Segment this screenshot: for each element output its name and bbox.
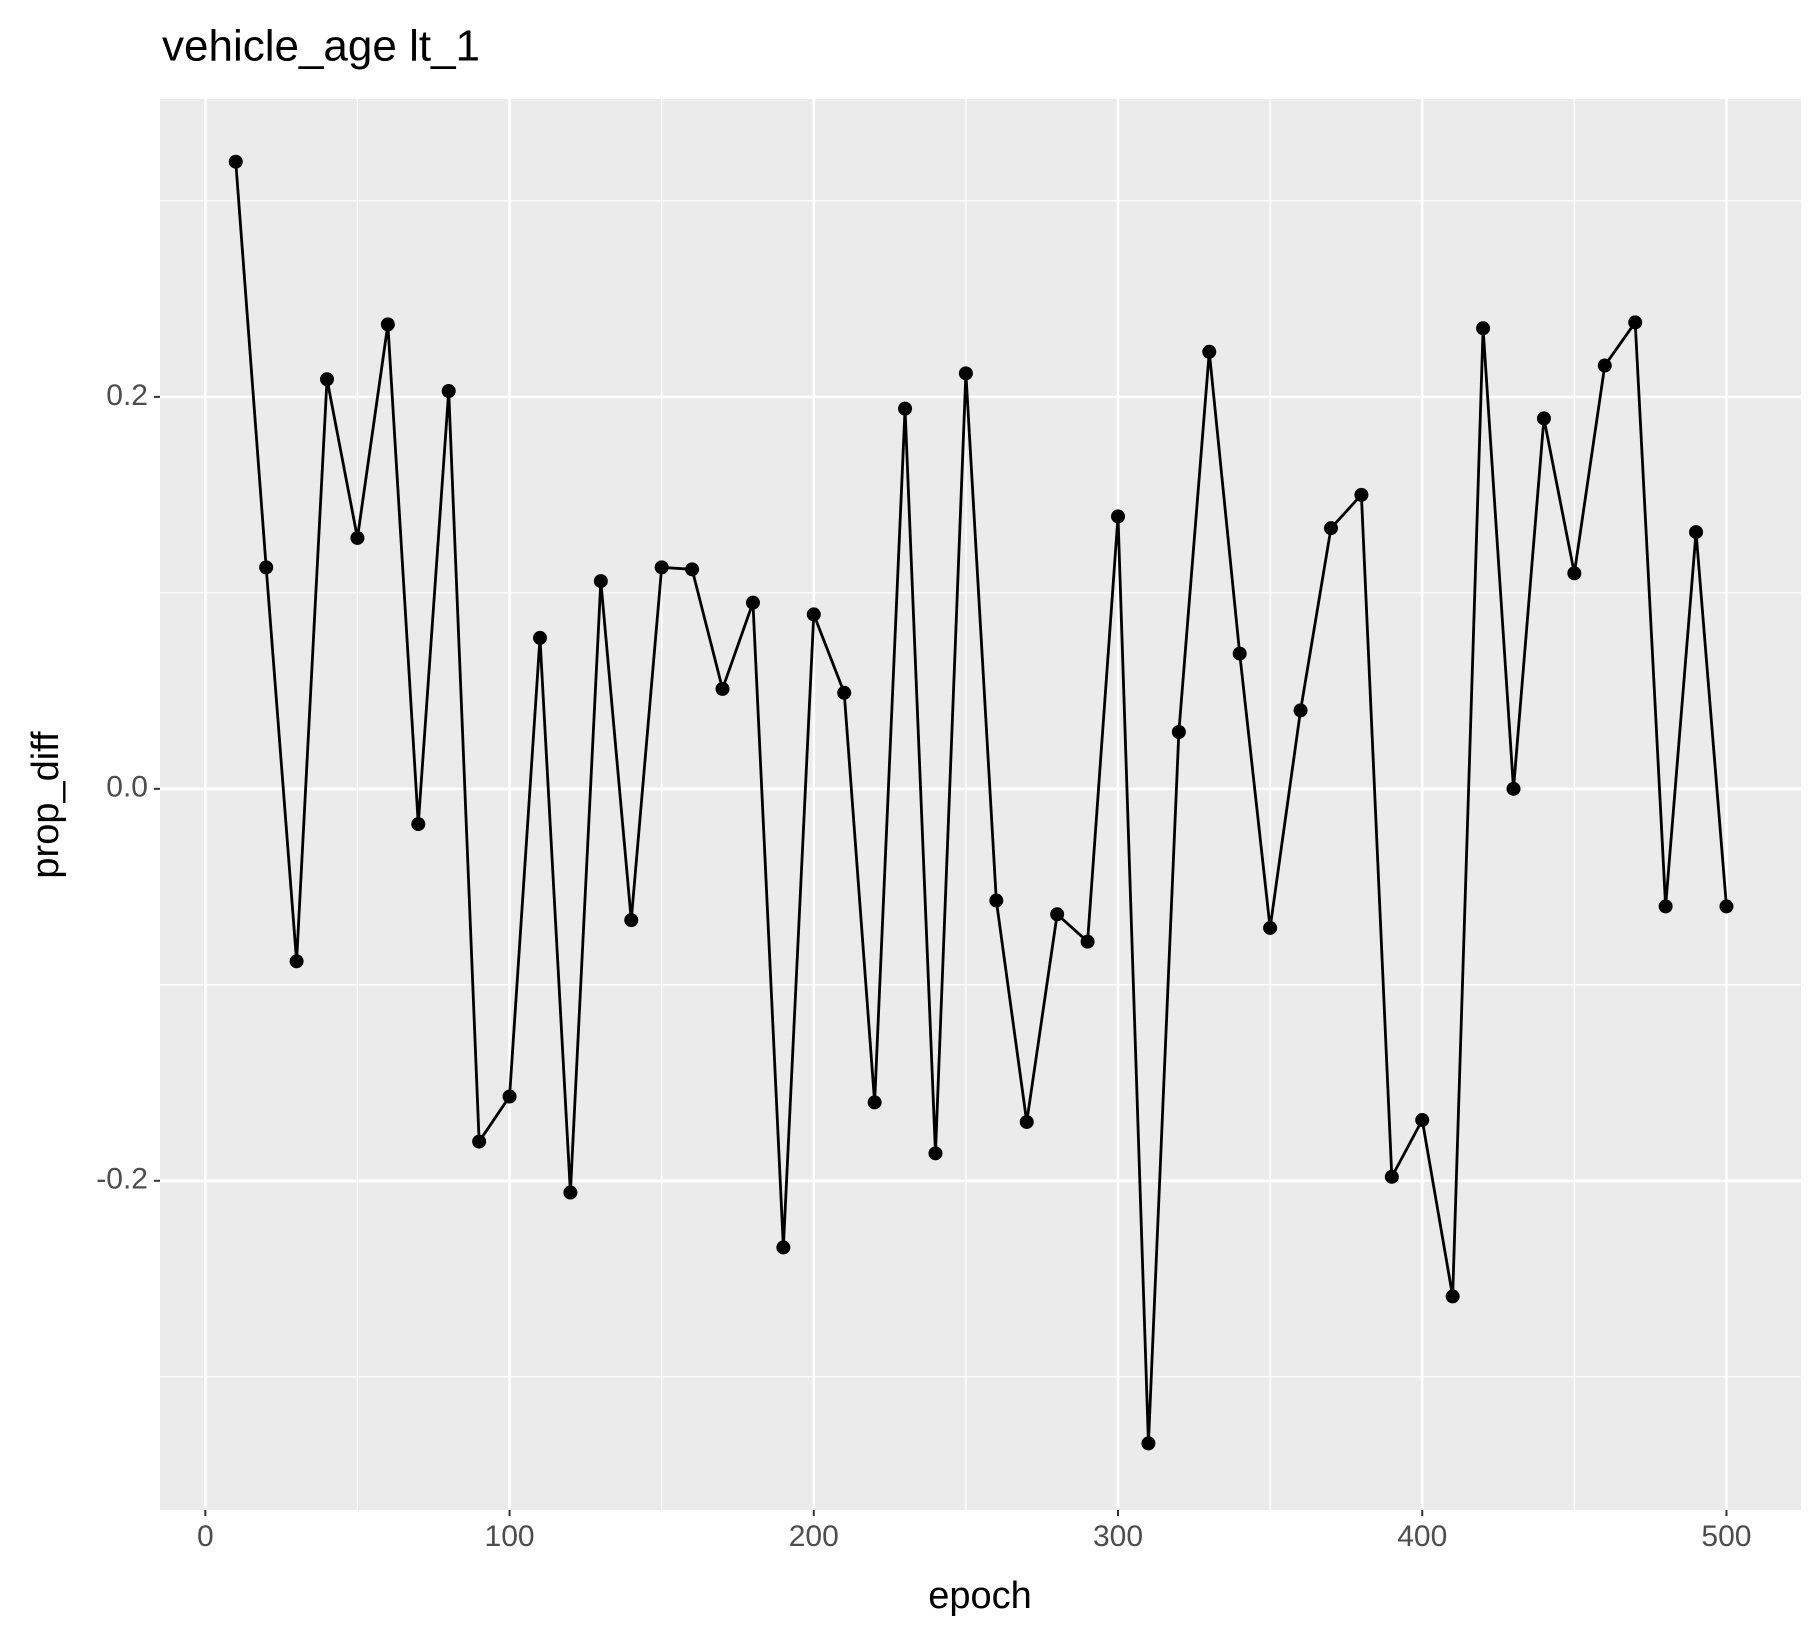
point: [1171, 724, 1186, 739]
x-tick-label: 100: [485, 1520, 535, 1553]
x-tick-label: 300: [1093, 1520, 1143, 1553]
point: [654, 560, 669, 575]
point: [502, 1089, 517, 1104]
point: [563, 1185, 578, 1200]
point: [1415, 1113, 1430, 1128]
point: [1232, 646, 1247, 661]
point: [1050, 907, 1065, 922]
x-tick-label: 500: [1701, 1520, 1751, 1553]
point: [259, 560, 274, 575]
point: [1323, 521, 1338, 536]
point: [1080, 934, 1095, 949]
point: [624, 913, 639, 928]
point: [776, 1240, 791, 1255]
point: [867, 1095, 882, 1110]
point: [593, 574, 608, 589]
y-tick-label: 0.2: [106, 379, 148, 412]
line: [234, 161, 1728, 1445]
point: [472, 1134, 487, 1149]
point: [1658, 899, 1673, 914]
point: [1476, 321, 1491, 336]
chart-title: vehicle_age lt_1: [162, 22, 480, 71]
point: [928, 1146, 943, 1161]
point: [806, 607, 821, 622]
point: [320, 372, 335, 387]
y-axis-title: prop_diff: [25, 731, 67, 879]
point: [1202, 344, 1217, 359]
point: [989, 893, 1004, 908]
point: [1141, 1436, 1156, 1451]
point: [1567, 566, 1582, 581]
y-tick-label: 0.0: [106, 771, 148, 804]
panel: [160, 99, 1801, 1510]
point: [1628, 315, 1643, 330]
point: [715, 681, 730, 696]
point: [411, 817, 426, 832]
x-tick-label: 0: [197, 1520, 214, 1553]
point: [898, 401, 913, 416]
point: [289, 954, 304, 969]
point: [1263, 920, 1278, 935]
point: [685, 562, 700, 577]
y-tick-label: -0.2: [96, 1163, 148, 1196]
point: [228, 154, 243, 169]
point: [1354, 487, 1369, 502]
point: [1019, 1114, 1034, 1129]
point: [1384, 1169, 1399, 1184]
x-axis-title: epoch: [928, 1575, 1032, 1617]
point: [1719, 899, 1734, 914]
point: [1506, 781, 1521, 796]
point: [745, 595, 760, 610]
point: [837, 685, 852, 700]
point: [532, 630, 547, 645]
x-tick-label: 400: [1397, 1520, 1447, 1553]
point: [958, 366, 973, 381]
point: [350, 530, 365, 545]
point: [441, 383, 456, 398]
point: [1111, 509, 1126, 524]
point: [380, 317, 395, 332]
point: [1536, 411, 1551, 426]
point: [1597, 358, 1612, 373]
point: [1689, 525, 1704, 540]
x-tick-label: 200: [789, 1520, 839, 1553]
point: [1293, 703, 1308, 718]
point: [1445, 1289, 1460, 1304]
